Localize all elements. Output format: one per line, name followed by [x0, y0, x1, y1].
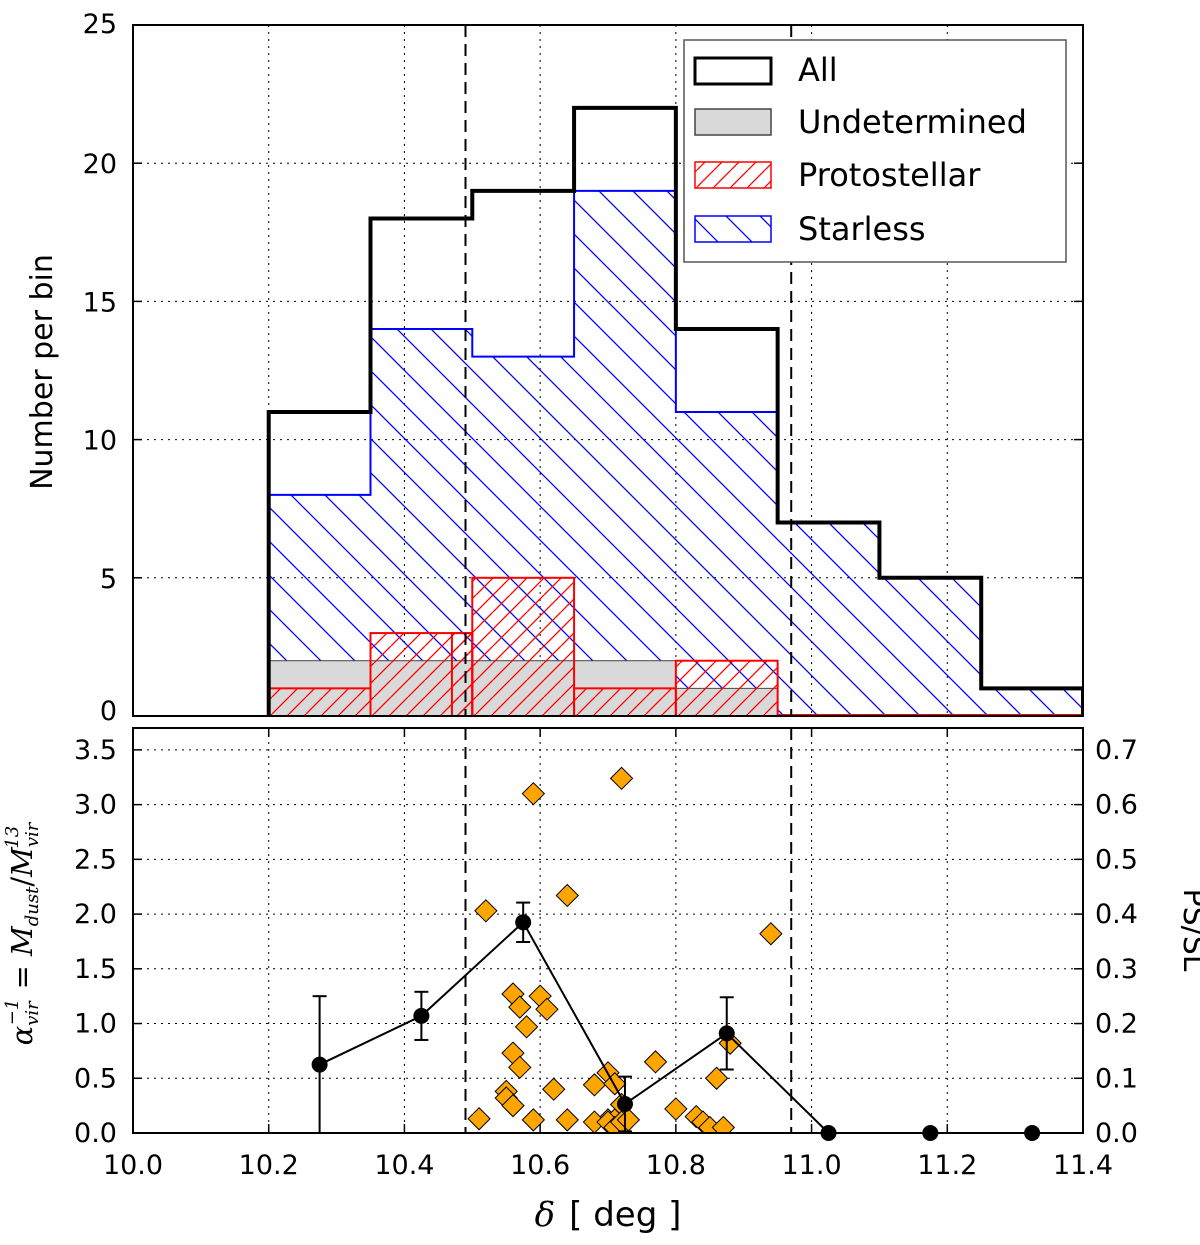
legend-swatch-protostellar [694, 161, 772, 189]
bottom-xtick-label: 10.8 [646, 1150, 706, 1181]
top-ytick-label: 25 [83, 9, 117, 40]
legend-swatch-all [693, 56, 773, 86]
ps-sl-point [718, 1025, 735, 1042]
bottom-ytick-label: 2.0 [74, 899, 117, 930]
alpha-vir-point [508, 995, 532, 1019]
top-histogram-bars [266, 105, 1083, 716]
alpha-vir-point [535, 997, 559, 1022]
bottom-xtick-label: 10.2 [239, 1150, 299, 1181]
alpha-vir-point [521, 781, 546, 806]
top-axes-frame [132, 24, 1084, 717]
bottom-y2tick-label: 0.2 [1095, 1009, 1138, 1040]
bottom-left-y-axis-label: αvir−1 = Mdust/Mvir13 [2, 821, 43, 1045]
legend-label-undetermined: Undetermined [798, 103, 1027, 141]
alpha-vir-point [467, 1107, 491, 1131]
top-ytick-label: 5 [100, 564, 117, 595]
bottom-ytick-label: 0.0 [74, 1118, 117, 1149]
alpha-vir-point [759, 922, 783, 946]
legend-label-protostellar: Protostellar [798, 156, 981, 194]
legend-swatch-undetermined [694, 108, 772, 136]
top-ytick-label: 10 [83, 426, 117, 457]
alpha-vir-point [542, 1077, 566, 1101]
bottom-right-y-axis-label: PS/SL [1176, 889, 1200, 972]
bottom-y2tick-label: 0.7 [1095, 735, 1138, 766]
alpha-vir-point [664, 1097, 688, 1121]
legend: All Undetermined Protostellar Starless [683, 39, 1067, 263]
top-ytick-label: 20 [83, 149, 117, 180]
bottom-ytick-label: 1.5 [74, 954, 117, 985]
alpha-vir-point [555, 1108, 579, 1132]
bottom-xtick-label: 11.2 [917, 1150, 977, 1181]
alpha-vir-point [711, 1115, 736, 1133]
alpha-vir-point [704, 1066, 729, 1090]
alpha-vir-point [514, 1015, 539, 1039]
ps-sl-point [311, 1056, 328, 1073]
alpha-vir-diamond-points [467, 766, 783, 1133]
bottom-xtick-label: 10.4 [374, 1150, 434, 1181]
ps-sl-point [413, 1007, 430, 1024]
bottom-xtick-label: 11.0 [782, 1150, 842, 1181]
ps-sl-point [515, 914, 532, 931]
protostellar-bar [267, 687, 372, 716]
bottom-y2tick-label: 0.4 [1095, 899, 1138, 930]
bottom-x-axis-label: δ[ deg ] [535, 1195, 682, 1235]
alpha-vir-point [508, 1055, 532, 1080]
top-histogram-panel: 0 5 10 15 20 25 Number per bin All Undetermin… [25, 9, 1084, 727]
alpha-vir-point [603, 1072, 627, 1096]
protostellar-bar [471, 576, 576, 716]
bottom-ytick-label: 1.0 [74, 1009, 117, 1040]
alpha-vir-point [555, 883, 579, 908]
bottom-y2tick-label: 0.0 [1095, 1118, 1138, 1149]
bottom-ytick-label: 3.5 [74, 735, 117, 766]
alpha-vir-point [582, 1073, 607, 1097]
bottom-grid [133, 728, 1083, 1133]
bottom-y2tick-label: 0.5 [1095, 844, 1138, 875]
alpha-vir-point [643, 1050, 668, 1074]
bottom-ytick-label: 3.0 [74, 790, 117, 821]
bottom-xtick-label: 10.6 [510, 1150, 570, 1181]
bottom-xtick-label: 10.0 [103, 1150, 163, 1181]
bottom-y2tick-label: 0.6 [1095, 790, 1138, 821]
bottom-ytick-label: 0.5 [74, 1063, 117, 1094]
bottom-vertical-dashed-lines [464, 728, 793, 1133]
legend-swatch-starless [694, 215, 772, 243]
alpha-vir-point [474, 899, 498, 923]
legend-label-all: All [798, 51, 838, 89]
alpha-vir-point [609, 766, 634, 791]
top-ytick-label: 15 [83, 287, 117, 318]
all-outline [266, 105, 1083, 716]
bottom-ticks: 10.0 10.2 10.4 10.6 10.8 11.0 11.2 11.40.00.51.… [74, 728, 1138, 1181]
legend-label-starless: Starless [798, 210, 926, 248]
bottom-xtick-label: 11.4 [1053, 1150, 1113, 1181]
bottom-axes-frame [132, 727, 1084, 1134]
ps-sl-point [616, 1095, 633, 1112]
top-y-axis-label: Number per bin [25, 254, 60, 490]
alpha-vir-point [521, 1108, 546, 1132]
bottom-scatter-panel: 10.0 10.2 10.4 10.6 10.8 11.0 11.2 11.40.00.51.… [2, 727, 1200, 1235]
bottom-y2tick-label: 0.3 [1095, 954, 1138, 985]
protostellar-bar [573, 687, 677, 716]
alpha-vir-point [501, 1093, 525, 1118]
protostellar-bar [674, 659, 779, 716]
bottom-ytick-label: 2.5 [74, 844, 117, 875]
top-ytick-label: 0 [100, 696, 117, 727]
protostellar-bar [450, 632, 474, 716]
bottom-y2tick-label: 0.1 [1095, 1063, 1138, 1094]
top-y-ticks: 0 5 10 15 20 25 [83, 9, 1083, 727]
